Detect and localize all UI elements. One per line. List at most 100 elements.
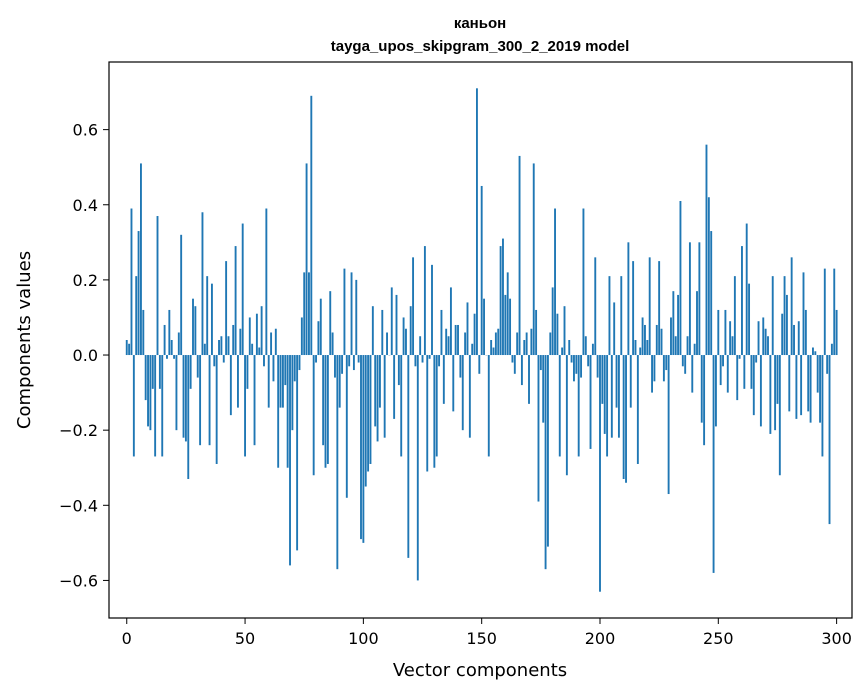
bar — [601, 355, 604, 404]
y-tick-label: 0.4 — [73, 196, 98, 215]
bar — [516, 332, 519, 356]
bar — [336, 355, 339, 570]
x-tick-label: 200 — [585, 629, 616, 648]
bar — [189, 355, 192, 389]
bar — [473, 313, 476, 356]
x-axis-label: Vector components — [393, 660, 567, 681]
bar — [570, 355, 573, 363]
bar — [286, 355, 289, 468]
bar — [793, 324, 795, 356]
bar — [135, 276, 138, 356]
bar — [667, 355, 670, 495]
x-tick-label: 250 — [703, 629, 734, 648]
bar — [589, 355, 592, 449]
bar — [807, 355, 810, 412]
bar — [215, 355, 218, 464]
bar — [206, 276, 209, 356]
bar — [378, 355, 381, 408]
bar — [402, 317, 405, 356]
bar — [166, 355, 168, 359]
y-tick-label: −0.2 — [59, 421, 98, 440]
bar — [156, 216, 159, 356]
bar — [738, 355, 741, 359]
bar — [433, 355, 436, 468]
bar — [315, 355, 317, 363]
bar — [383, 355, 386, 438]
bar — [390, 287, 393, 356]
bar — [251, 343, 254, 356]
bar — [830, 343, 833, 356]
bar — [710, 231, 713, 356]
bar — [596, 355, 599, 378]
bar — [173, 355, 176, 359]
bar — [490, 340, 493, 356]
bar — [487, 355, 490, 457]
bar — [199, 355, 202, 446]
bar — [310, 95, 313, 356]
bar — [376, 355, 379, 442]
bar — [681, 355, 684, 367]
bar — [345, 355, 348, 498]
bar — [644, 324, 646, 356]
bar — [201, 212, 204, 356]
bar — [203, 343, 206, 356]
bar — [478, 355, 481, 374]
bar — [322, 355, 325, 446]
x-tick-label: 150 — [466, 629, 497, 648]
bar — [149, 355, 152, 431]
bar — [137, 231, 140, 356]
bar — [719, 355, 722, 386]
bar — [608, 276, 611, 356]
bar — [130, 208, 133, 356]
bar — [367, 355, 370, 472]
bar — [610, 355, 613, 438]
bar — [800, 355, 803, 416]
bar — [272, 355, 275, 382]
bar — [229, 355, 232, 416]
bar — [693, 343, 696, 356]
y-tick-label: 0.0 — [73, 346, 98, 365]
y-tick-label: 0.2 — [73, 271, 98, 290]
bar — [757, 321, 760, 356]
bar — [743, 355, 746, 389]
bar — [823, 268, 826, 356]
bar — [535, 309, 538, 356]
bar — [731, 336, 734, 356]
bar — [175, 355, 178, 431]
x-axis-ticks: 0 50 100 150 200 250 300 — [122, 618, 852, 648]
bar — [620, 276, 623, 356]
bars-group — [125, 88, 838, 592]
bar — [452, 355, 455, 412]
bar — [364, 355, 367, 487]
bar — [627, 242, 630, 356]
bar — [525, 332, 528, 356]
bar — [480, 185, 483, 356]
bar — [222, 355, 225, 363]
bar — [298, 355, 301, 371]
bar — [461, 355, 464, 431]
bar — [509, 298, 512, 356]
bar — [551, 287, 554, 356]
bar — [419, 336, 422, 356]
bar — [293, 355, 296, 382]
bar — [132, 355, 135, 457]
bar — [468, 355, 471, 438]
bar — [651, 355, 653, 393]
y-axis-label: Components values — [14, 251, 35, 429]
bar — [670, 317, 672, 356]
bar — [421, 355, 424, 363]
bar — [613, 302, 616, 356]
bar — [603, 355, 606, 434]
bar — [705, 144, 708, 356]
bar — [241, 223, 244, 356]
bar — [707, 197, 710, 356]
bar — [532, 163, 535, 356]
bar — [362, 355, 365, 543]
bar — [646, 340, 649, 356]
bar — [826, 355, 829, 374]
bar — [260, 306, 263, 356]
y-tick-label: −0.4 — [59, 496, 98, 515]
bar — [225, 261, 228, 356]
bar — [582, 208, 585, 356]
